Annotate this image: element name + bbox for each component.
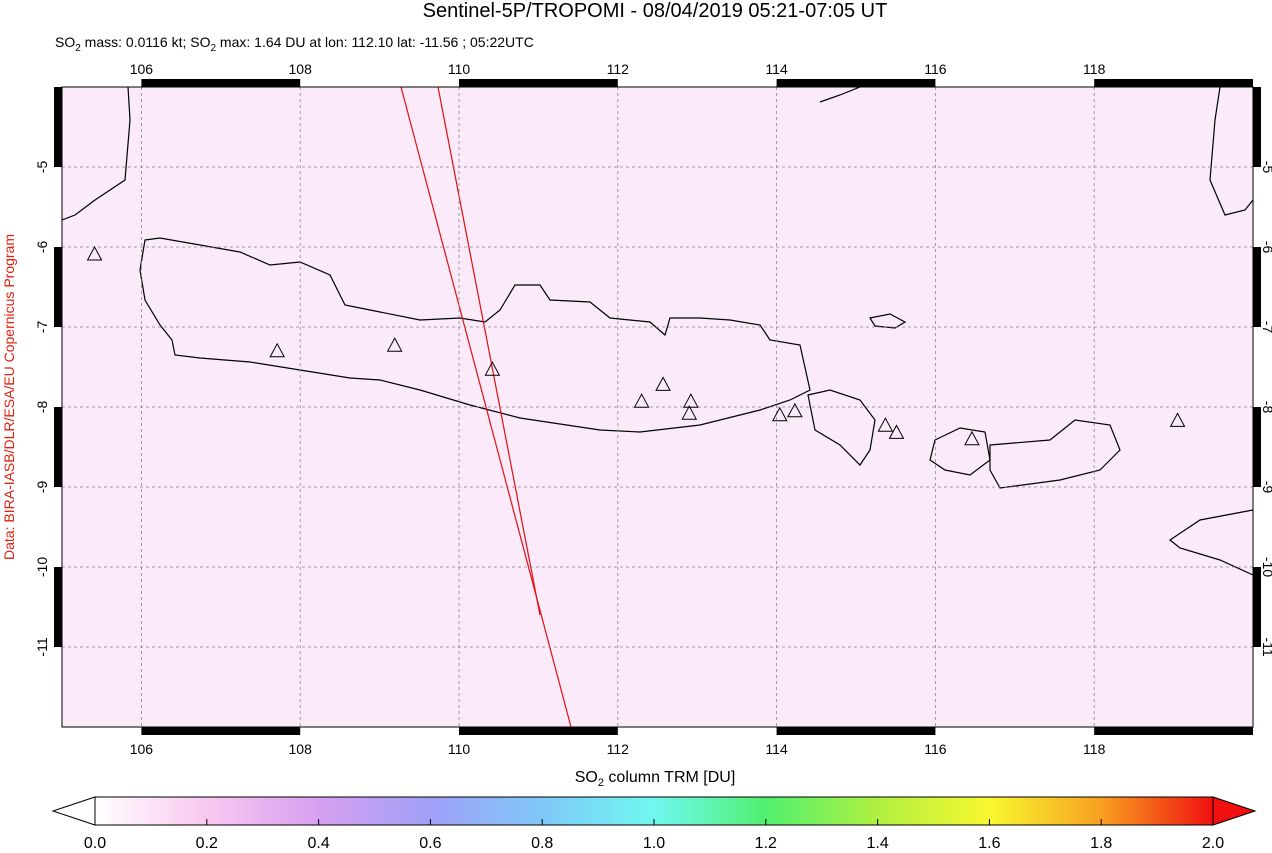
- y-tick-label: -5: [1260, 161, 1272, 174]
- volcano: [888, 424, 905, 439]
- y-tick-label: -9: [1260, 481, 1272, 494]
- subtitle-part: SO: [55, 34, 75, 50]
- x-tick-label: 118: [1083, 61, 1106, 77]
- axis-bar: [1253, 567, 1261, 647]
- chart-title: Sentinel-5P/TROPOMI - 08/04/2019 05:21-0…: [423, 0, 888, 22]
- axis-bar: [54, 87, 62, 167]
- colorbar-tick-label: 0.6: [419, 835, 441, 852]
- map-layers: [62, 87, 1253, 727]
- axis-bar: [54, 247, 62, 327]
- coastlines: [62, 87, 1253, 576]
- coast-bali: [807, 389, 876, 466]
- colorbar-tick-label: 2.0: [1202, 835, 1224, 852]
- subtitle: SO2 mass: 0.0116 kt; SO2 max: 1.64 DU at…: [55, 34, 534, 54]
- axis-bar: [776, 79, 936, 87]
- credit: Data: BIRA-IASB/DLR/ESA/EU Copernicus Pr…: [1, 234, 17, 560]
- axis-bar: [141, 727, 301, 735]
- colorbar-tick-label: 1.0: [643, 835, 665, 852]
- volcano: [484, 361, 501, 376]
- axis-bar: [459, 79, 618, 87]
- volcano: [1169, 412, 1186, 427]
- y-tick-label: -8: [1260, 401, 1272, 414]
- axis-bar: [1253, 247, 1261, 327]
- coast-island: [869, 313, 907, 329]
- subtitle-part: mass: 0.0116 kt; SO: [81, 34, 211, 50]
- y-tick-label: -8: [34, 401, 50, 414]
- volcano: [771, 406, 788, 422]
- colorbar-tick-label: 0.0: [84, 835, 106, 852]
- colorbar-tick-label: 0.8: [531, 835, 553, 852]
- x-tick-label: 118: [1083, 741, 1106, 757]
- axis-bar: [1253, 87, 1261, 167]
- y-tick-label: -5: [34, 161, 50, 174]
- y-tick-label: -10: [1260, 557, 1272, 577]
- axis-bar: [54, 407, 62, 487]
- axis-bar: [1253, 407, 1261, 487]
- x-tick-label: 106: [130, 741, 154, 757]
- y-tick-label: -6: [1260, 241, 1272, 254]
- coast-java: [139, 237, 811, 433]
- x-tick-label: 108: [289, 741, 313, 757]
- y-tick-label: -9: [34, 481, 50, 494]
- axis-bar: [459, 727, 618, 735]
- colorbar-tick-label: 0.2: [196, 835, 218, 852]
- y-tick-label: -6: [34, 241, 50, 254]
- x-tick-label: 112: [607, 741, 630, 757]
- colorbar-tick-label: 1.2: [755, 835, 777, 852]
- colorbar-label: SO2 column TRM [DU]: [575, 769, 736, 789]
- subtitle-part: 2: [75, 43, 81, 54]
- colorbar-low-arrow: [51, 796, 96, 826]
- coast-sumatra: [62, 87, 131, 221]
- colorbar-tick-label: 0.4: [307, 835, 329, 852]
- coast-borneo-east: [1209, 87, 1253, 216]
- volcano: [633, 393, 650, 408]
- swath-edge: [437, 87, 541, 616]
- coast-sumba: [1168, 509, 1253, 576]
- x-tick-label: 110: [448, 741, 471, 757]
- volcano: [787, 402, 803, 418]
- axis-bar: [54, 567, 62, 647]
- y-tick-label: -7: [34, 321, 50, 334]
- volcano: [681, 405, 698, 420]
- subtitle-part: max: 1.64 DU at lon: 112.10 lat: -11.56 …: [216, 34, 534, 50]
- x-tick-label: 112: [607, 61, 630, 77]
- subtitle-part: 2: [210, 43, 216, 54]
- colorbar-label-part: SO: [575, 769, 598, 786]
- x-tick-label: 108: [289, 61, 313, 77]
- swath-edges: [400, 87, 572, 727]
- coast-sumbawa: [989, 419, 1121, 489]
- axis-bar: [1094, 79, 1253, 87]
- colorbar-label-part: 2: [598, 777, 604, 789]
- x-tick-label: 106: [130, 61, 154, 77]
- volcano: [655, 376, 671, 391]
- colorbar-tick-label: 1.8: [1090, 835, 1112, 852]
- y-tick-label: -10: [34, 557, 50, 577]
- x-tick-label: 116: [924, 741, 947, 757]
- axis-bar: [141, 79, 301, 87]
- colorbar-high-arrow: [1212, 796, 1257, 826]
- volcano: [877, 417, 894, 432]
- colorbar-tick-label: 1.6: [978, 835, 1000, 852]
- x-tick-label: 116: [924, 61, 947, 77]
- x-tick-label: 114: [765, 741, 788, 757]
- volcano: [683, 393, 699, 408]
- axis-bar: [776, 727, 936, 735]
- y-tick-label: -11: [1260, 637, 1272, 656]
- coast-lombok: [929, 427, 991, 476]
- axis-bar: [1094, 727, 1253, 735]
- y-tick-label: -7: [1260, 321, 1272, 334]
- volcano: [964, 430, 980, 446]
- volcano: [386, 337, 403, 352]
- x-tick-label: 114: [765, 61, 788, 77]
- swath-edge: [400, 87, 572, 727]
- coast-borneo: [819, 87, 861, 103]
- colorbar-tick-label: 1.4: [866, 835, 888, 852]
- volcano: [269, 342, 286, 358]
- y-tick-label: -11: [34, 637, 50, 656]
- colorbar-label-part: column TRM [DU]: [604, 769, 735, 786]
- volcano: [86, 245, 103, 261]
- x-tick-label: 110: [448, 61, 471, 77]
